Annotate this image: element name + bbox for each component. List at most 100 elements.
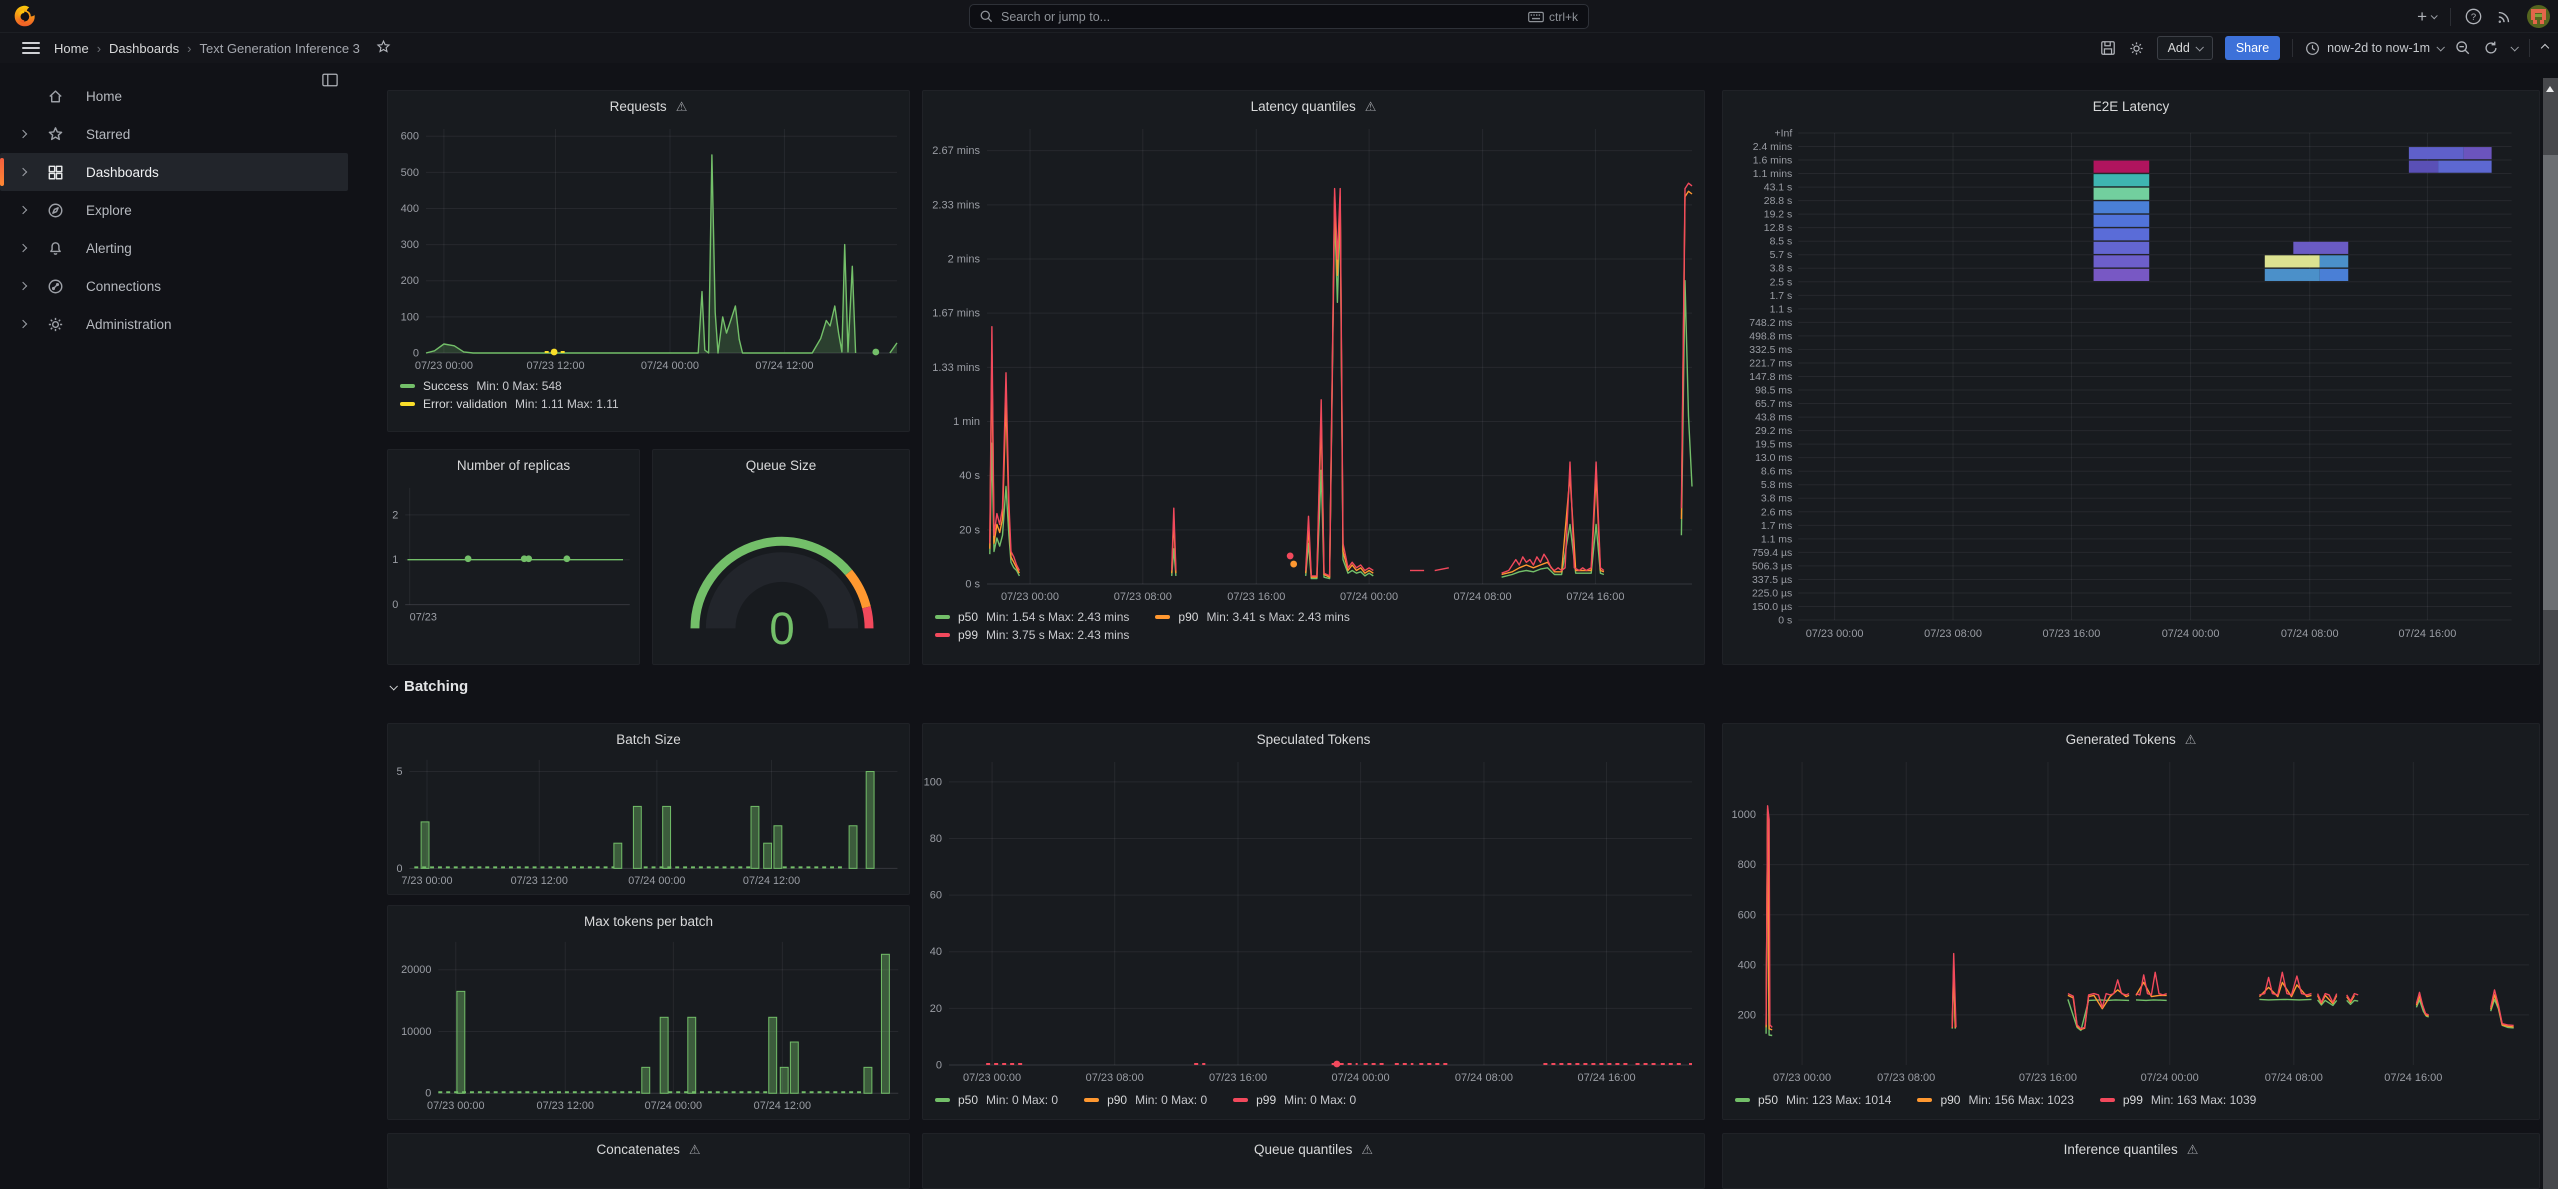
panel-title[interactable]: E2E Latency — [2092, 98, 2170, 114]
favorite-star-icon[interactable] — [376, 39, 391, 57]
sidebar-item-label: Starred — [86, 126, 131, 142]
warning-icon[interactable]: ⚠ — [1364, 98, 1377, 114]
gear-icon — [46, 315, 86, 334]
vertical-scrollbar[interactable] — [2543, 78, 2558, 1189]
generated-chart[interactable]: 200 400 600 800 1000 07/23 00:00 07/23 08:00 07… — [1723, 754, 2540, 1091]
add-new-button[interactable]: + — [2417, 7, 2438, 27]
warning-icon[interactable]: ⚠ — [688, 1141, 701, 1157]
panel-queue-size[interactable]: Queue Size 0 — [652, 449, 910, 665]
svg-text:07/24 00:00: 07/24 00:00 — [1340, 591, 1398, 603]
svg-text:100: 100 — [401, 311, 419, 323]
warning-icon[interactable]: ⚠ — [675, 98, 688, 114]
panel-speculated-tokens[interactable]: Speculated Tokens 0 20 40 60 80 100 07/23 00:00… — [922, 723, 1705, 1120]
replicas-chart[interactable]: 0 1 2 07/23 — [388, 480, 640, 664]
panel-title[interactable]: Batch Size — [616, 731, 681, 747]
sidebar-item-administration[interactable]: Administration — [0, 305, 348, 343]
warning-icon[interactable]: ⚠ — [2186, 1141, 2199, 1157]
panel-max-tokens-per-batch[interactable]: Max tokens per batch 0 10000 20000 07/23 00:… — [387, 905, 910, 1120]
chevron-right-icon[interactable] — [18, 243, 28, 253]
requests-chart[interactable]: 0 100 200 300 400 500 600 07/23 00:00 07/23 12:0… — [388, 121, 910, 377]
queue-chart[interactable]: 0 — [653, 480, 910, 664]
refresh-icon[interactable] — [2483, 40, 2499, 56]
panel-title[interactable]: Queue quantiles — [1254, 1141, 1353, 1157]
sidebar-item-connections[interactable]: Connections — [0, 267, 348, 305]
panel-title[interactable]: Requests — [609, 98, 667, 114]
scroll-up-arrow-icon[interactable] — [2546, 86, 2554, 92]
svg-text:07/24 12:00: 07/24 12:00 — [743, 875, 800, 887]
apps-icon — [46, 163, 86, 182]
panel-title[interactable]: Max tokens per batch — [583, 913, 714, 929]
section-batching[interactable]: Batching — [389, 678, 468, 695]
svg-text:20000: 20000 — [401, 964, 431, 976]
speculated-chart[interactable]: 0 20 40 60 80 100 07/23 00:00 07/23 08:00 07/23 … — [923, 754, 1705, 1091]
grafana-logo-icon[interactable] — [12, 3, 38, 29]
search-bar[interactable]: ctrl+k — [969, 4, 1589, 29]
save-dashboard-icon[interactable] — [2100, 40, 2116, 56]
legend-item[interactable]: p99 Min: 0 Max: 0 — [1233, 1093, 1356, 1107]
menu-toggle-icon[interactable] — [22, 42, 40, 54]
chevron-right-icon[interactable] — [18, 129, 28, 139]
refresh-interval-dropdown[interactable] — [2510, 43, 2519, 52]
chevron-right-icon[interactable] — [18, 281, 28, 291]
svg-text:759.4 µs: 759.4 µs — [1752, 548, 1792, 559]
e2e-chart[interactable]: +Inf 2.4 mins 1.6 mins 1.1 mins 43.1 s 28.8 s… — [1723, 121, 2540, 664]
sidebar-item-dashboards[interactable]: Dashboards — [0, 153, 348, 191]
panel-latency-quantiles[interactable]: Latency quantiles ⚠ 0 s 20 s 40 s 1 min 1.33 m… — [922, 90, 1705, 665]
sidebar-item-starred[interactable]: Starred — [0, 115, 348, 153]
legend-item[interactable]: p99 Min: 163 Max: 1039 — [2099, 1093, 2256, 1107]
breadcrumb-dashboards[interactable]: Dashboards — [109, 40, 180, 56]
legend-item[interactable]: p90 Min: 3.41 s Max: 2.43 mins — [1155, 610, 1350, 624]
legend-item[interactable]: p50 Min: 0 Max: 0 — [935, 1093, 1058, 1107]
panel-title[interactable]: Speculated Tokens — [1256, 731, 1371, 747]
share-button[interactable]: Share — [2224, 36, 2281, 60]
panel-concatenates[interactable]: Concatenates ⚠ — [387, 1133, 910, 1189]
avatar[interactable] — [2527, 5, 2550, 28]
legend-item[interactable]: Error: validation Min: 1.11 Max: 1.11 — [400, 397, 619, 411]
sidebar-item-home[interactable]: Home — [0, 77, 348, 115]
legend-item[interactable]: Success Min: 0 Max: 548 — [400, 379, 562, 393]
add-button[interactable]: Add — [2156, 36, 2213, 60]
collapse-toolbar-icon[interactable] — [2540, 43, 2550, 53]
svg-text:100: 100 — [924, 776, 942, 788]
dashboard-settings-icon[interactable] — [2128, 40, 2145, 57]
panel-title[interactable]: Concatenates — [596, 1141, 680, 1157]
legend-item[interactable]: p90 Min: 156 Max: 1023 — [1917, 1093, 2074, 1107]
help-icon[interactable]: ? — [2465, 8, 2482, 25]
panel-batch-size[interactable]: Batch Size 0 5 7/23 00:00 07/23 12:00 07/24 0… — [387, 723, 910, 895]
scrollbar-thumb[interactable] — [2543, 155, 2558, 610]
panel-title[interactable]: Inference quantiles — [2063, 1141, 2178, 1157]
legend-item[interactable]: p99 Min: 3.75 s Max: 2.43 mins — [935, 628, 1129, 642]
news-rss-icon[interactable] — [2496, 8, 2513, 25]
time-range-picker[interactable]: now-2d to now-1m — [2305, 41, 2445, 56]
maxtok-chart[interactable]: 0 10000 20000 07/23 00:00 07/23 12:00 07/24 0… — [388, 936, 910, 1119]
panel-title[interactable]: Queue Size — [745, 457, 817, 473]
chevron-right-icon[interactable] — [18, 167, 28, 177]
panel-e2e-latency[interactable]: E2E Latency +Inf 2.4 mins 1.6 mins 1.1 mins 4… — [1722, 90, 2540, 665]
breadcrumb-home[interactable]: Home — [54, 40, 89, 56]
chevron-right-icon[interactable] — [18, 205, 28, 215]
chevron-right-icon[interactable] — [18, 319, 28, 329]
panel-title[interactable]: Latency quantiles — [1250, 98, 1356, 114]
panel-generated-tokens[interactable]: Generated Tokens ⚠ 200 400 600 800 1000 07/23 0… — [1722, 723, 2540, 1120]
panel-requests[interactable]: Requests ⚠ 0 100 200 300 400 500 600 07/23 00:00 0… — [387, 90, 910, 432]
warning-icon[interactable]: ⚠ — [2184, 731, 2197, 747]
sidebar-item-explore[interactable]: Explore — [0, 191, 348, 229]
panel-number-of-replicas[interactable]: Number of replicas 0 1 2 07/23 — [387, 449, 640, 665]
batch-chart[interactable]: 0 5 7/23 00:00 07/23 12:00 07/24 00:00 07/24 … — [388, 754, 910, 894]
search-input[interactable] — [1001, 9, 1520, 24]
svg-text:147.8 ms: 147.8 ms — [1749, 372, 1792, 383]
zoom-out-icon[interactable] — [2455, 40, 2471, 56]
svg-text:7/23 00:00: 7/23 00:00 — [401, 875, 452, 887]
panel-inference-quantiles[interactable]: Inference quantiles ⚠ — [1722, 1133, 2540, 1189]
legend-item[interactable]: p50 Min: 1.54 s Max: 2.43 mins — [935, 610, 1129, 624]
sidebar-item-label: Alerting — [86, 240, 132, 256]
panel-queue-quantiles[interactable]: Queue quantiles ⚠ — [922, 1133, 1705, 1189]
legend-item[interactable]: p90 Min: 0 Max: 0 — [1084, 1093, 1207, 1107]
panel-title[interactable]: Generated Tokens — [2065, 731, 2176, 747]
dock-menu-icon[interactable] — [322, 73, 338, 92]
latency-chart[interactable]: 0 s 20 s 40 s 1 min 1.33 mins 1.67 mins 2 mins… — [923, 121, 1705, 608]
warning-icon[interactable]: ⚠ — [1361, 1141, 1373, 1157]
legend-item[interactable]: p50 Min: 123 Max: 1014 — [1735, 1093, 1891, 1107]
panel-title[interactable]: Number of replicas — [456, 457, 571, 473]
sidebar-item-alerting[interactable]: Alerting — [0, 229, 348, 267]
